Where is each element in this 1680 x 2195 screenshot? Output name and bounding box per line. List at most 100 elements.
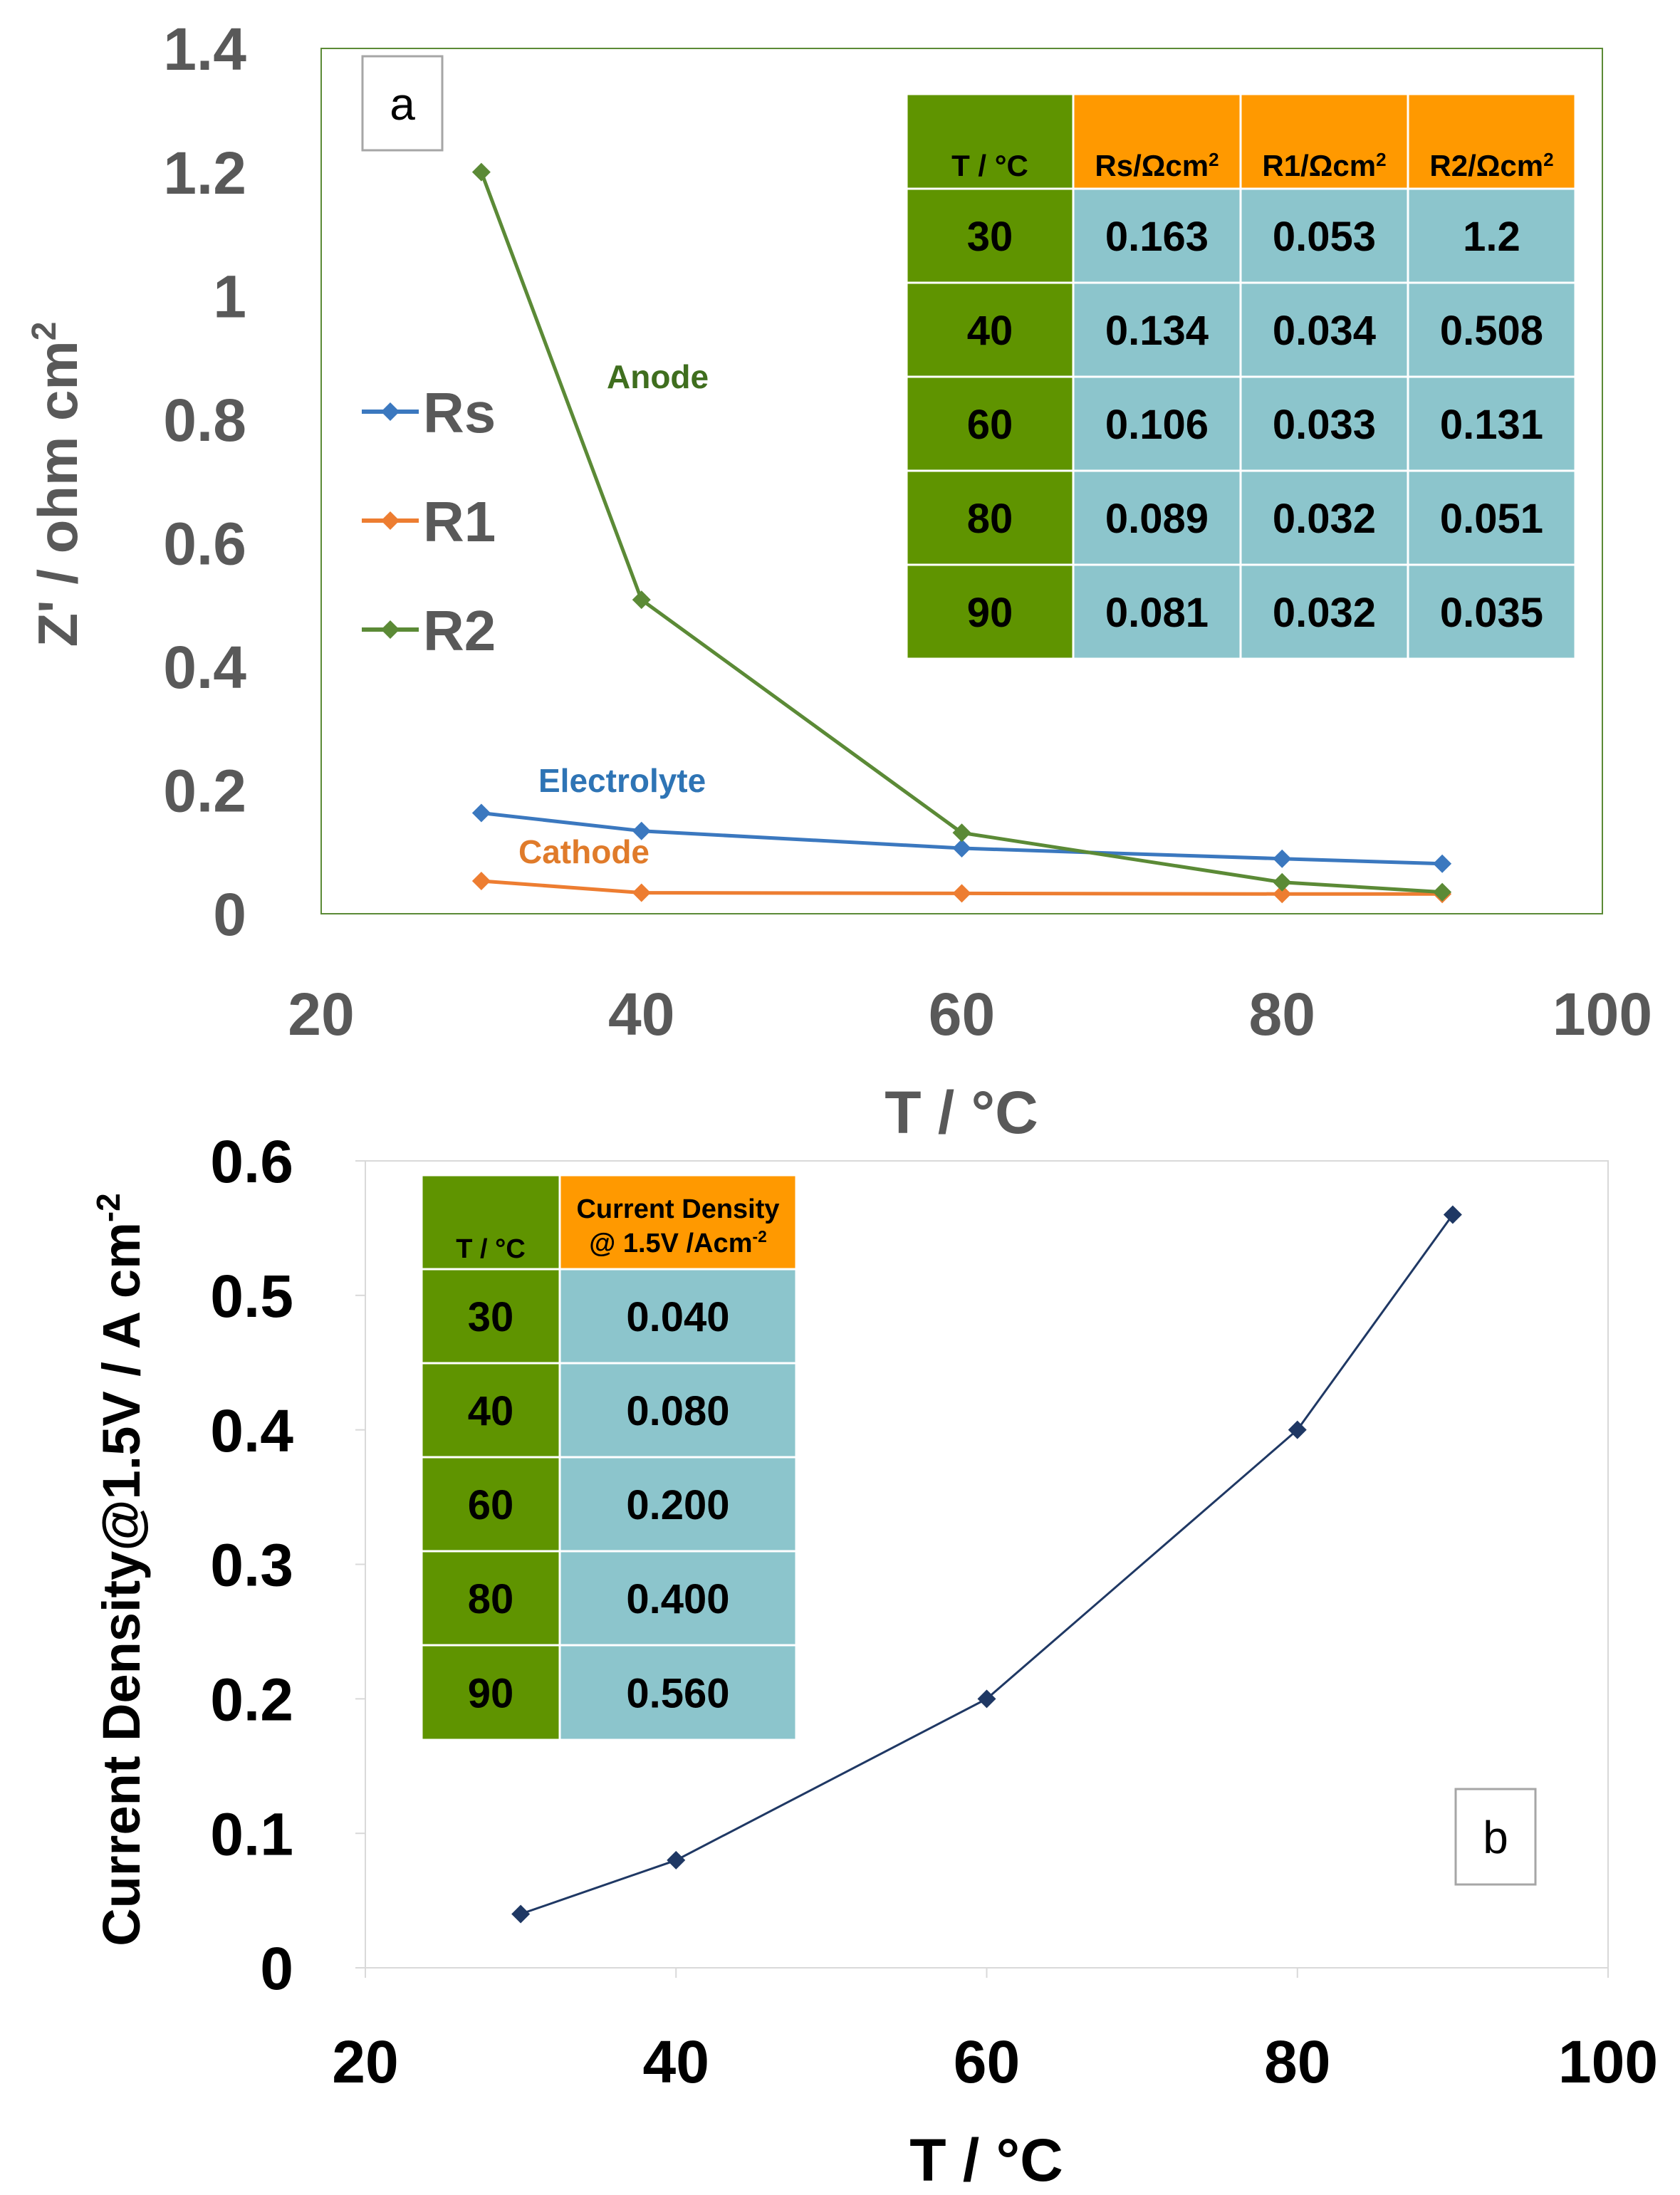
table-cell <box>558 1268 798 1365</box>
table-header-cell <box>1239 93 1409 190</box>
table-header-label: T / °C <box>951 149 1028 182</box>
table-cell-value: 30 <box>468 1294 514 1340</box>
chart-b-x-ticks: 20 40 60 80 100 <box>332 1968 1658 2095</box>
table-cell-value: 0.034 <box>1273 308 1376 354</box>
chart-a-series <box>471 162 1452 904</box>
chart-b-x-tick-label: 20 <box>332 2028 398 2095</box>
chart-a-y-tick-label: 0.4 <box>163 634 246 701</box>
legend-label-r1: R1 <box>423 490 496 553</box>
table-cell <box>1407 187 1577 284</box>
table-cell-value: 0.053 <box>1273 214 1376 260</box>
table-cell-value: 0.508 <box>1440 308 1543 354</box>
chart-b-x-tick-label: 40 <box>643 2028 709 2095</box>
chart-b-y-tick-label: 0.4 <box>210 1397 293 1464</box>
chart-a-y-tick-label: 0 <box>213 881 246 948</box>
chart-a-y-tick-label: 1.4 <box>163 16 246 83</box>
chart-b-y-tick-label: 0.2 <box>210 1667 293 1733</box>
legend-marker-r2 <box>381 620 400 639</box>
chart-b-point-current-density <box>977 1689 996 1709</box>
table-cell-value: 60 <box>967 402 1013 448</box>
table-cell <box>1072 281 1242 378</box>
table-cell-value: 0.081 <box>1105 590 1209 636</box>
table-cell-value: 80 <box>967 496 1013 542</box>
table-cell-value: 1.2 <box>1463 214 1520 260</box>
table-cell <box>905 281 1075 378</box>
chart-a-point-r1 <box>952 884 971 903</box>
table-cell-value: 0.032 <box>1273 590 1376 636</box>
annotation-electrolyte: Electrolyte <box>538 762 706 799</box>
annotation-cathode: Cathode <box>518 833 649 870</box>
table-cell-value: 0.131 <box>1440 402 1543 448</box>
chart-a-y-tick-label: 1.2 <box>163 140 246 207</box>
table-cell <box>1407 375 1577 472</box>
table-header-label: T / °C <box>456 1234 526 1264</box>
annotation-anode: Anode <box>607 358 709 395</box>
table-cell-value: 80 <box>468 1576 514 1622</box>
chart-a-x-ticks: 20 40 60 80 100 <box>288 981 1652 1048</box>
chart-a-x-tick-label: 100 <box>1553 981 1652 1048</box>
chart-a-y-axis-label: Z' / ohm cm2 <box>26 322 89 647</box>
table-cell <box>558 1644 798 1741</box>
legend-item-r1: R1 <box>362 490 496 553</box>
chart-a-x-tick-label: 60 <box>929 981 995 1048</box>
table-cell-value: 30 <box>967 214 1013 260</box>
table-cell-value: 0.106 <box>1105 402 1209 448</box>
table-header-cell <box>558 1174 798 1271</box>
legend-item-r2: R2 <box>362 599 496 662</box>
chart-a-data-table: T / °C Rs/Ωcm2 R1/Ωcm2 R2/Ωcm2 30 0.163 0.053 1… <box>905 93 1577 660</box>
chart-a-point-r1 <box>632 883 651 902</box>
chart-a-point-r1 <box>471 872 491 891</box>
chart-b-x-axis-label: T / °C <box>909 2127 1063 2191</box>
table-cell <box>1239 375 1409 472</box>
table-cell <box>558 1456 798 1553</box>
table-cell-value: 90 <box>967 590 1013 636</box>
chart-b-x-tick-label: 100 <box>1558 2028 1658 2095</box>
table-cell-value: 0.400 <box>626 1576 729 1622</box>
chart-a-point-rs <box>1273 849 1292 868</box>
table-cell <box>420 1362 561 1459</box>
legend-marker-rs <box>381 402 400 421</box>
table-header-label: @ 1.5V /Acm-2 <box>589 1227 767 1258</box>
table-cell <box>420 1550 561 1647</box>
chart-a-point-r2 <box>1273 872 1292 892</box>
table-cell <box>1239 563 1409 660</box>
table-cell-value: 0.032 <box>1273 496 1376 542</box>
table-cell-value: 0.560 <box>626 1670 729 1716</box>
table-cell-value: 0.200 <box>626 1482 729 1528</box>
legend-label-r2: R2 <box>423 599 496 662</box>
chart-b-point-current-density <box>1288 1420 1307 1439</box>
table-cell <box>1072 375 1242 472</box>
table-header-label: Rs/Ωcm2 <box>1095 149 1219 182</box>
table-cell <box>1239 469 1409 566</box>
chart-b-data-table: T / °C Current Density@ 1.5V /Acm-2 30 0.04… <box>420 1174 798 1741</box>
chart-a-point-r2 <box>471 162 491 182</box>
chart-b-y-tick-label: 0 <box>260 1935 293 2002</box>
table-cell <box>420 1268 561 1365</box>
chart-a-point-r2 <box>632 590 651 610</box>
table-cell-value: 0.163 <box>1105 214 1209 260</box>
table-header-label: R2/Ωcm2 <box>1429 149 1553 182</box>
chart-a-point-rs <box>952 839 971 858</box>
legend-label-rs: Rs <box>423 381 496 444</box>
table-cell <box>1072 187 1242 284</box>
chart-a-y-ticks: 0 0.2 0.4 0.6 0.8 1 1.2 1.4 <box>163 16 246 948</box>
chart-b-y-ticks: 0 0.1 0.2 0.3 0.4 0.5 0.6 <box>210 1128 365 2002</box>
chart-b-panel-label: b <box>1483 1812 1508 1863</box>
chart-a-y-tick-label: 0.2 <box>163 758 246 825</box>
table-cell <box>1239 187 1409 284</box>
chart-a-point-r2 <box>1433 882 1452 902</box>
chart-b-series <box>511 1205 1462 1924</box>
table-cell <box>905 375 1075 472</box>
chart-a-y-tick-label: 1 <box>213 263 246 330</box>
table-cell-value: 0.134 <box>1105 308 1209 354</box>
chart-a-y-tick-label: 0.6 <box>163 511 246 578</box>
chart-a-point-r1 <box>1273 885 1292 904</box>
table-cell-value: 0.089 <box>1105 496 1209 542</box>
chart-b: 0 0.1 0.2 0.3 0.4 0.5 0.6 20 40 60 80 100 T / °C C… <box>90 1128 1658 2194</box>
table-cell <box>420 1456 561 1553</box>
chart-b-y-tick-label: 0.5 <box>210 1263 293 1330</box>
table-cell-value: 40 <box>967 308 1013 354</box>
table-header-label: R1/Ωcm2 <box>1262 149 1386 182</box>
chart-a: 0 0.2 0.4 0.6 0.8 1 1.2 1.4 20 40 60 80 100 T / °C … <box>26 16 1652 1146</box>
